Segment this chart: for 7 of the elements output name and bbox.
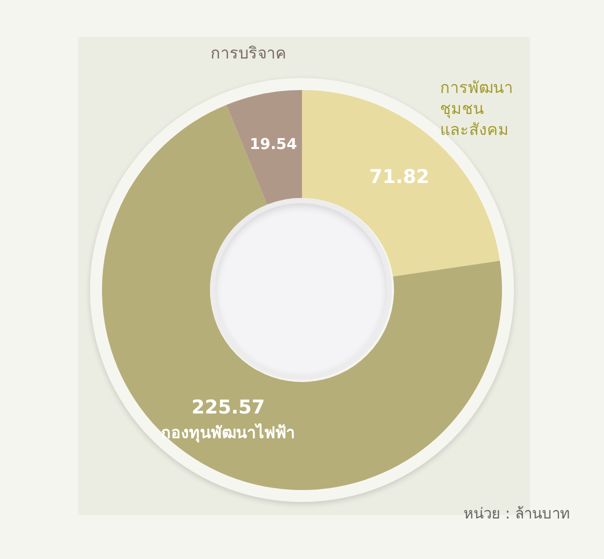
slice-label: กองทุนพัฒนาไฟฟ้า [161, 422, 296, 443]
data-label: 19.54 [250, 134, 298, 153]
data-label: 225.57 [192, 396, 265, 418]
data-label: 71.82 [369, 166, 430, 188]
slice-label: การพัฒนา ชุมชน และสังคม [440, 78, 514, 139]
text: หน่วย : ล้านบาท [463, 504, 570, 522]
slice-label: การบริจาค [210, 44, 286, 63]
